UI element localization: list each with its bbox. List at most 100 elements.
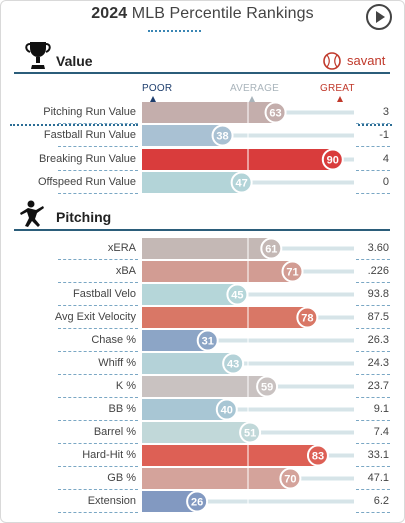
percentile-bubble-chase[interactable]: [196, 330, 219, 352]
bar-row-offspeed-run-value: 47: [142, 172, 354, 194]
percentile-bar-hard-hit: [142, 445, 318, 466]
row-separator: [58, 146, 138, 147]
percentile-bubble-avg-exit-velocity[interactable]: [296, 307, 319, 329]
percentile-label-hard-hit: 83: [312, 451, 324, 463]
percentile-bar-k: [142, 376, 268, 397]
row-separator: [356, 397, 390, 398]
percentile-bubble-gb[interactable]: [279, 468, 302, 490]
percentile-bar-bb: [142, 399, 227, 420]
percentile-label-offspeed-run-value: 47: [236, 178, 248, 190]
row-separator: [356, 328, 390, 329]
bar-row-avg-exit-velocity: 78: [142, 307, 354, 329]
metric-value-whiff: 24.3: [367, 357, 389, 369]
bar-row-extension: 26: [142, 491, 354, 513]
row-separator: [356, 351, 390, 352]
pitching-section-rule: [14, 229, 390, 231]
section-title-pitching: Pitching: [56, 209, 112, 225]
bar-row-k: 59: [142, 376, 354, 398]
metric-label-hard-hit: Hard-Hit %: [82, 449, 136, 461]
bar-row-hard-hit: 83: [142, 445, 354, 467]
savant-label: savant: [347, 53, 386, 68]
metric-value-pitching-run-value: 3: [382, 106, 389, 118]
percentile-bubble-hard-hit[interactable]: [306, 445, 329, 467]
metric-label-fastball-run-value: Fastball Run Value: [43, 129, 136, 141]
metric-label-chase: Chase %: [91, 334, 136, 346]
row-separator: [356, 146, 390, 147]
scale-great-label: GREAT: [320, 83, 355, 94]
metric-value-xba: .226: [367, 265, 389, 277]
percentile-bubble-fastball-velo[interactable]: [226, 284, 249, 306]
percentile-label-chase: 31: [202, 336, 214, 348]
percentile-bubble-barrel[interactable]: [239, 422, 262, 444]
row-separator: [356, 374, 390, 375]
metric-label-gb: GB %: [107, 472, 136, 484]
metric-value-bb: 9.1: [373, 403, 389, 415]
percentile-bar-pitching-run-value: [142, 102, 276, 123]
percentile-bar-breaking-run-value: [142, 149, 333, 170]
percentile-label-k: 59: [261, 382, 273, 394]
row-separator: [356, 489, 390, 490]
percentile-bubble-pitching-run-value[interactable]: [264, 102, 287, 124]
value-section-rule: [14, 72, 390, 74]
percentile-label-pitching-run-value: 63: [269, 108, 281, 120]
metric-value-chase: 26.3: [367, 334, 389, 346]
percentile-bar-xera: [142, 238, 272, 259]
row-separator: [58, 328, 138, 329]
row-separator: [58, 466, 138, 467]
metric-label-xba: xBA: [115, 265, 136, 277]
page-title: 2024 MLB Percentile Rankings: [0, 5, 405, 23]
row-separator: [356, 193, 390, 194]
play-button[interactable]: [366, 4, 392, 30]
metric-label-k: K %: [115, 380, 136, 392]
row-separator: [58, 193, 138, 194]
metric-value-extension: 6.2: [373, 495, 389, 507]
row-separator: [356, 170, 390, 171]
baseball-icon: [323, 52, 341, 70]
metric-label-xera: xERA: [107, 242, 136, 254]
percentile-bubble-k[interactable]: [256, 376, 279, 398]
percentile-label-bb: 40: [221, 405, 233, 417]
row-separator: [356, 305, 390, 306]
percentile-bar-extension: [142, 491, 198, 512]
percentile-bubble-breaking-run-value[interactable]: [321, 149, 344, 171]
percentile-bar-gb: [142, 468, 291, 489]
percentile-label-avg-exit-velocity: 78: [301, 313, 313, 325]
percentile-bar-barrel: [142, 422, 251, 443]
metric-label-breaking-run-value: Breaking Run Value: [38, 153, 136, 165]
percentile-bubble-xera[interactable]: [260, 238, 283, 260]
row-separator: [58, 374, 138, 375]
row-separator: [58, 512, 138, 513]
row-separator: [58, 282, 138, 283]
row-separator: [356, 420, 390, 421]
metric-value-fastball-run-value: -1: [379, 129, 389, 141]
row-separator: [58, 443, 138, 444]
highlight-rule-right: [358, 124, 392, 126]
percentile-bubble-fastball-run-value[interactable]: [211, 125, 234, 147]
bar-row-bb: 40: [142, 399, 354, 421]
bar-row-fastball-velo: 45: [142, 284, 354, 306]
metric-label-pitching-run-value: Pitching Run Value: [43, 106, 136, 118]
row-separator: [356, 466, 390, 467]
metric-label-bb: BB %: [108, 403, 136, 415]
row-separator: [58, 123, 138, 124]
percentile-bubble-extension[interactable]: [186, 491, 209, 513]
percentile-bubble-xba[interactable]: [281, 261, 304, 283]
row-separator: [58, 305, 138, 306]
row-separator: [58, 259, 138, 260]
percentile-bar-fastball-velo: [142, 284, 238, 305]
play-icon: [376, 11, 385, 23]
metric-label-avg-exit-velocity: Avg Exit Velocity: [54, 311, 136, 323]
row-separator: [58, 397, 138, 398]
scale-poor-label: POOR: [142, 83, 173, 94]
percentile-bubble-whiff[interactable]: [222, 353, 245, 375]
title-year: 2024: [91, 5, 128, 22]
bar-row-breaking-run-value: 90: [142, 149, 354, 171]
metric-value-fastball-velo: 93.8: [367, 288, 389, 300]
percentile-label-fastball-velo: 45: [231, 290, 243, 302]
metric-label-barrel: Barrel %: [93, 426, 136, 438]
percentile-bubble-offspeed-run-value[interactable]: [230, 172, 253, 194]
percentile-label-extension: 26: [191, 497, 203, 509]
percentile-bubble-bb[interactable]: [215, 399, 238, 421]
percentile-label-fastball-run-value: 38: [216, 131, 228, 143]
metric-value-gb: 47.1: [367, 472, 389, 484]
